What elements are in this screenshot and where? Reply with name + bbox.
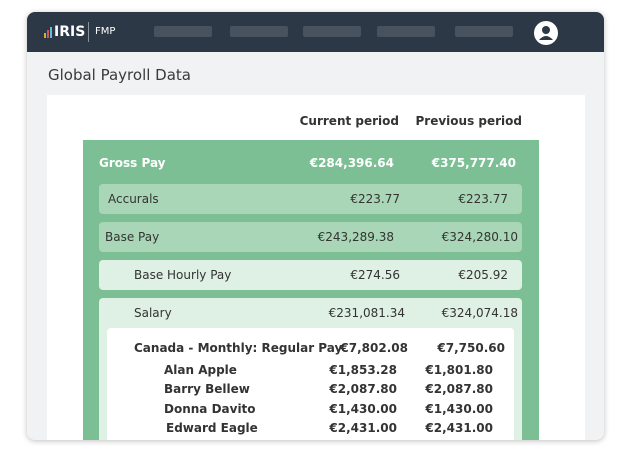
current-value: €223.77 <box>350 192 400 206</box>
current-value: €274.56 <box>350 268 400 282</box>
row-label: Base Hourly Pay <box>134 268 232 282</box>
row-label: Accurals <box>108 192 159 206</box>
nav-item[interactable] <box>455 26 513 37</box>
previous-value: €324,074.18 <box>441 306 518 320</box>
top-bar: IRIS FMP <box>27 12 604 52</box>
previous-value: €223.77 <box>458 192 508 206</box>
column-header: Previous period <box>415 114 523 128</box>
previous-value: €324,280.10 <box>441 230 518 244</box>
previous-value: €1,430.00 <box>425 402 493 416</box>
logo: IRIS <box>54 24 86 40</box>
nav-item[interactable] <box>230 26 288 37</box>
previous-value: €7,750.60 <box>437 341 505 355</box>
divider <box>88 22 89 42</box>
row-label: Alan Apple <box>164 363 237 377</box>
row-band <box>99 184 522 214</box>
row-band <box>99 260 522 290</box>
previous-value: €205.92 <box>458 268 508 282</box>
row-label: Base Pay <box>105 230 160 244</box>
row-label: Donna Davito <box>164 402 256 416</box>
nav-item[interactable] <box>377 26 435 37</box>
current-value: €1,853.28 <box>329 363 397 377</box>
previous-value: €2,087.80 <box>425 382 493 396</box>
current-value: €2,431.00 <box>329 421 397 435</box>
avatar[interactable] <box>534 21 558 45</box>
detail-box <box>107 328 514 440</box>
page-title: Global Payroll Data <box>48 66 191 84</box>
current-value: €231,081.34 <box>328 306 405 320</box>
current-value: €2,087.80 <box>329 382 397 396</box>
app-window: IRIS FMP Global Payroll Data Current per… <box>27 12 604 440</box>
row-label: Salary <box>134 306 172 320</box>
current-value: €243,289.38 <box>317 230 394 244</box>
row-band <box>99 222 522 252</box>
previous-value: €2,431.00 <box>425 421 493 435</box>
previous-value: €375,777.40 <box>431 156 516 170</box>
previous-value: €1,801.80 <box>425 363 493 377</box>
row-label: Canada - Monthly: Regular Pay <box>134 341 343 355</box>
current-value: €1,430.00 <box>329 402 397 416</box>
logo-bars <box>44 27 52 38</box>
nav-item[interactable] <box>154 26 212 37</box>
nav-item[interactable] <box>303 26 361 37</box>
product-name: FMP <box>95 26 116 37</box>
current-value: €7,802.08 <box>340 341 408 355</box>
row-label: Edward Eagle <box>166 421 258 435</box>
column-header: Current period <box>299 114 399 128</box>
row-label: Barry Bellew <box>164 382 250 396</box>
row-label: Gross Pay <box>99 156 166 170</box>
current-value: €284,396.64 <box>309 156 394 170</box>
